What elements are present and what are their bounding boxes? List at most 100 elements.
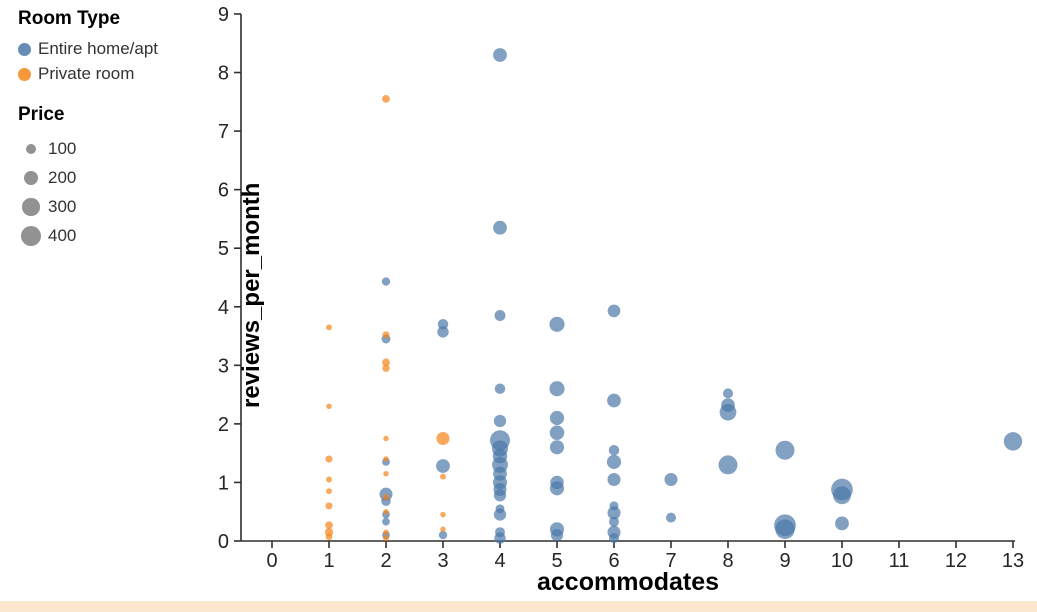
data-point [383,470,389,477]
data-point [381,277,391,286]
legend-panel: Room Type Entire home/apt Private room P… [18,8,158,255]
data-point [719,403,737,421]
data-point [326,403,332,410]
data-point [382,331,390,339]
data-point [608,444,620,456]
data-point [723,388,733,399]
data-point [549,410,565,426]
y-tick-label: 0 [218,531,229,553]
data-point [607,393,621,408]
data-point [494,532,506,544]
size-400-swatch-icon [21,226,41,246]
legend-size-item-400: 400 [18,226,158,246]
data-point [325,455,333,463]
y-tick-label: 7 [218,121,229,143]
data-point [436,459,450,473]
data-point [493,48,507,62]
x-tick-label: 4 [494,550,505,572]
x-tick-label: 10 [831,550,853,572]
bottom-bar [0,601,1037,612]
data-point [835,516,849,531]
data-point [607,304,621,318]
y-tick-label: 8 [218,63,229,85]
data-point [549,316,565,332]
data-point [607,472,621,487]
data-point [549,440,565,455]
data-point [383,535,389,542]
data-point [326,324,332,331]
y-tick-label: 3 [218,355,229,377]
size-300-swatch-icon [22,198,40,216]
data-point [607,506,621,520]
size-100-swatch-icon [26,144,36,154]
data-point [440,511,446,518]
x-tick-label: 12 [945,550,967,572]
data-point [606,454,622,469]
room-type-legend-title: Room Type [18,8,121,29]
entire-home-apt-label: Entire home/apt [38,39,159,58]
data-point [383,435,389,442]
x-tick-label: 13 [1002,550,1024,572]
size-swatch-wrap [18,170,44,186]
x-tick-label: 11 [889,550,910,572]
data-point [494,383,506,394]
data-point [383,456,389,462]
y-tick-label: 1 [218,472,229,494]
data-point [549,481,565,496]
data-point [440,473,446,480]
data-point [775,519,795,540]
data-point [493,508,507,521]
data-point [382,95,390,103]
data-point [382,364,390,372]
y-axis-title: reviews_per_month [238,182,265,408]
data-point [549,381,565,397]
data-point [440,526,446,533]
data-point [382,517,390,526]
size-200-swatch-icon [23,170,39,186]
legend-item-private-room: Private room [18,64,158,84]
size-swatch-wrap [18,144,44,154]
data-point [1003,432,1023,451]
data-point [666,512,676,523]
data-point [437,326,449,338]
y-tick-label: 9 [218,4,229,26]
size-400-label: 400 [48,226,77,245]
data-point [549,425,565,440]
data-point [550,528,564,542]
data-point [383,508,389,515]
entire-home-apt-swatch-icon [18,42,31,56]
size-200-label: 200 [48,168,77,187]
price-legend-title: Price [18,104,65,125]
x-tick-label: 5 [551,550,562,572]
data-point [325,533,333,541]
data-point [718,455,738,475]
data-point [833,486,851,505]
data-point [609,516,619,527]
data-point [325,502,333,510]
size-100-label: 100 [48,139,77,158]
y-tick-label: 2 [218,414,229,436]
x-axis-title: accommodates [536,568,720,596]
data-point [494,310,506,321]
x-tick-label: 9 [779,550,790,572]
data-point [382,358,390,367]
data-point [775,440,795,460]
legend-size-item-300: 300 [18,197,158,217]
legend-size-item-200: 200 [18,168,158,188]
data-point [436,431,450,446]
size-swatch-wrap [18,226,44,246]
data-point [609,533,619,544]
x-tick-label: 0 [266,550,277,572]
data-point [493,489,507,502]
private-room-swatch-icon [18,67,31,81]
data-point [325,521,333,530]
data-point [438,530,448,540]
x-tick-label: 3 [437,550,448,572]
y-tick-label: 4 [218,297,229,319]
y-tick-label: 5 [218,238,229,260]
data-point [493,414,507,428]
data-point [383,529,389,535]
data-point [326,476,332,483]
